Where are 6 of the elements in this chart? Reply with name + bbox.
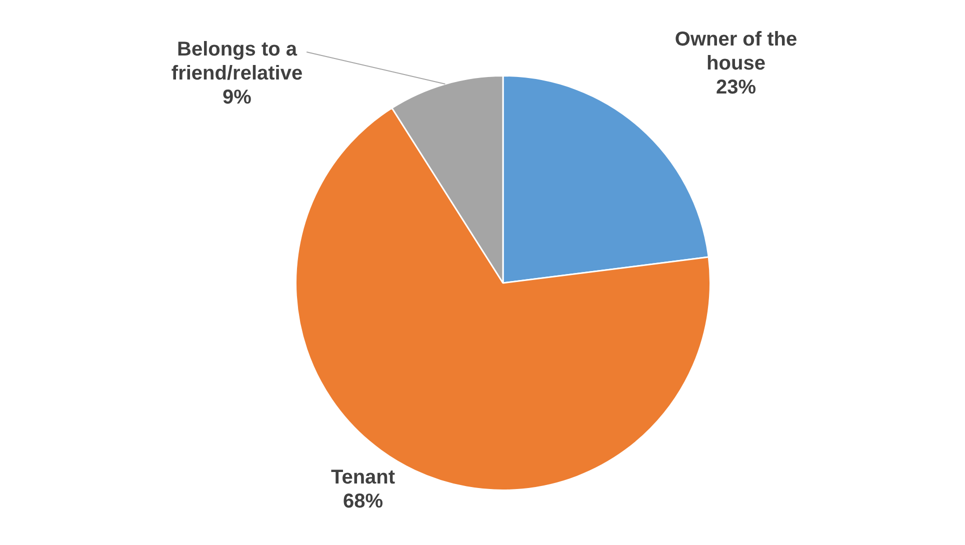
slice-label: Tenant [330,466,396,489]
slice-label: Owner of the house [674,28,798,75]
data-label: 68% [342,490,384,513]
data-label: 9% [222,86,252,109]
data-label: 23% [716,76,756,99]
slice-label: Belongs to a friend/relative [171,38,303,85]
